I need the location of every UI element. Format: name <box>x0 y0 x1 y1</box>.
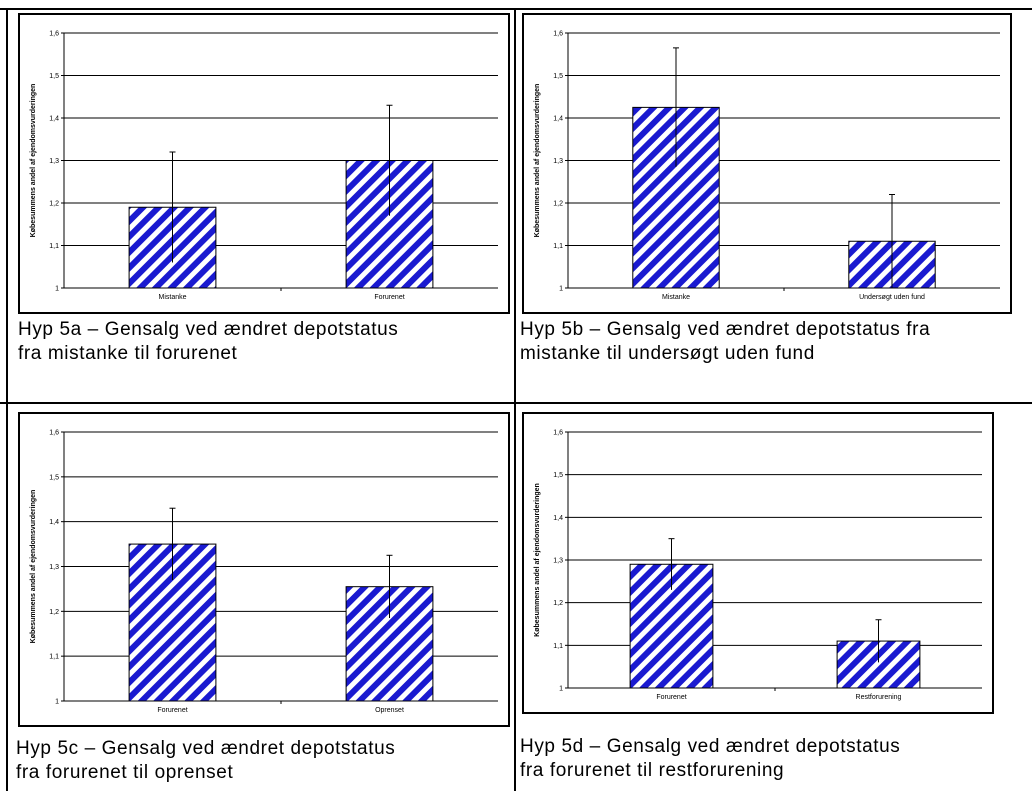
caption-5c: Hyp 5c – Gensalg ved ændret depotstatus … <box>16 738 396 783</box>
y-tick-label: 1,3 <box>49 158 59 165</box>
y-tick-label: 1,6 <box>553 430 563 437</box>
panel-5d: 1 1,1 1,2 1,3 1,4 1,5 1,6 Købesummens andel af … <box>520 412 1032 791</box>
chart-frame-5a: 1 1,1 1,2 1,3 1,4 1,5 1,6 Købesummens andel af … <box>18 13 510 314</box>
y-tick-label: 1,6 <box>553 31 563 38</box>
y-tick-label: 1,4 <box>553 116 563 123</box>
y-tick-label: 1,5 <box>49 73 59 80</box>
panel-5c: 1 1,1 1,2 1,3 1,4 1,5 1,6 Købesummens andel af … <box>16 412 514 791</box>
y-tick-label: 1,3 <box>553 558 563 565</box>
y-tick-label: 1 <box>55 699 59 706</box>
panel-5a: 1 1,1 1,2 1,3 1,4 1,5 1,6 Købesummens andel af … <box>16 13 514 398</box>
x-category-label: Forurenet <box>374 294 404 301</box>
y-axis-label: Købesummens andel af ejendomsvurderingen <box>534 84 541 238</box>
bar-chart-5a: 1 1,1 1,2 1,3 1,4 1,5 1,6 Købesummens andel af … <box>30 31 498 301</box>
y-tick-label: 1 <box>55 286 59 293</box>
y-tick-label: 1,1 <box>49 243 59 250</box>
table-middle-border <box>0 402 1032 404</box>
table-center-border <box>514 8 516 791</box>
caption-5d: Hyp 5d – Gensalg ved ændret depotstatus … <box>520 736 901 781</box>
x-category-label: Restforurening <box>856 694 902 701</box>
panel-5b: 1 1,1 1,2 1,3 1,4 1,5 1,6 Købesummens andel af … <box>520 13 1032 398</box>
bar-chart-5b: 1 1,1 1,2 1,3 1,4 1,5 1,6 Købesummens andel af … <box>534 31 1000 301</box>
y-tick-label: 1 <box>559 286 563 293</box>
y-tick-label: 1,5 <box>49 474 59 481</box>
x-category-label: Forurenet <box>656 694 686 701</box>
y-tick-label: 1,3 <box>553 158 563 165</box>
y-tick-label: 1,5 <box>553 472 563 479</box>
y-tick-label: 1,6 <box>49 31 59 38</box>
y-tick-label: 1,1 <box>553 243 563 250</box>
y-tick-label: 1,2 <box>553 201 563 208</box>
x-category-label: Oprenset <box>375 707 404 714</box>
y-tick-label: 1,1 <box>553 643 563 650</box>
table-top-border <box>0 8 1032 10</box>
y-axis-label: Købesummens andel af ejendomsvurderingen <box>30 84 37 238</box>
y-axis-label: Købesummens andel af ejendomsvurderingen <box>534 483 541 637</box>
caption-5a: Hyp 5a – Gensalg ved ændret depotstatus … <box>18 319 399 364</box>
chart-frame-5b: 1 1,1 1,2 1,3 1,4 1,5 1,6 Købesummens andel af … <box>522 13 1012 314</box>
y-tick-label: 1,6 <box>49 430 59 437</box>
x-category-label: Undersøgt uden fund <box>859 294 925 301</box>
y-tick-label: 1,2 <box>553 600 563 607</box>
y-tick-label: 1,4 <box>553 515 563 522</box>
y-tick-label: 1,4 <box>49 519 59 526</box>
y-tick-label: 1,3 <box>49 564 59 571</box>
y-tick-label: 1,1 <box>49 654 59 661</box>
chart-frame-5d: 1 1,1 1,2 1,3 1,4 1,5 1,6 Købesummens andel af … <box>522 412 994 714</box>
table-left-border <box>6 8 8 791</box>
y-tick-label: 1,2 <box>49 609 59 616</box>
y-tick-label: 1 <box>559 686 563 693</box>
bar-chart-5c: 1 1,1 1,2 1,3 1,4 1,5 1,6 Købesummens andel af … <box>30 430 498 714</box>
y-tick-label: 1,2 <box>49 201 59 208</box>
x-category-label: Mistanke <box>662 294 690 301</box>
bar-chart-5d: 1 1,1 1,2 1,3 1,4 1,5 1,6 Købesummens andel af … <box>534 430 982 701</box>
y-axis-label: Købesummens andel af ejendomsvurderingen <box>30 490 37 644</box>
y-tick-label: 1,5 <box>553 73 563 80</box>
x-category-label: Mistanke <box>158 294 186 301</box>
chart-frame-5c: 1 1,1 1,2 1,3 1,4 1,5 1,6 Købesummens andel af … <box>18 412 510 727</box>
y-tick-label: 1,4 <box>49 116 59 123</box>
caption-5b: Hyp 5b – Gensalg ved ændret depotstatus … <box>520 319 931 364</box>
x-category-label: Forurenet <box>157 707 187 714</box>
